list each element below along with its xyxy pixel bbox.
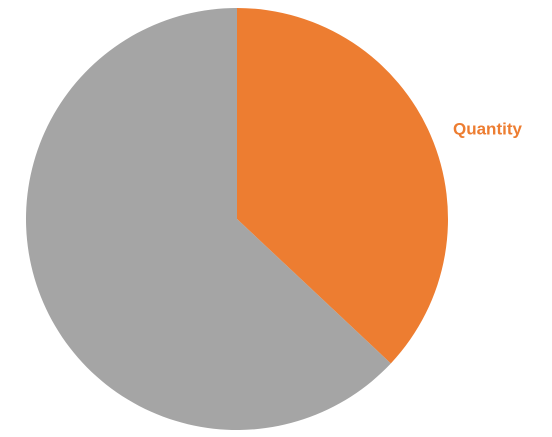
pie-slice: [25, 8, 391, 430]
pie-slice: [237, 8, 448, 364]
slice-label: Quantity: [453, 119, 522, 138]
